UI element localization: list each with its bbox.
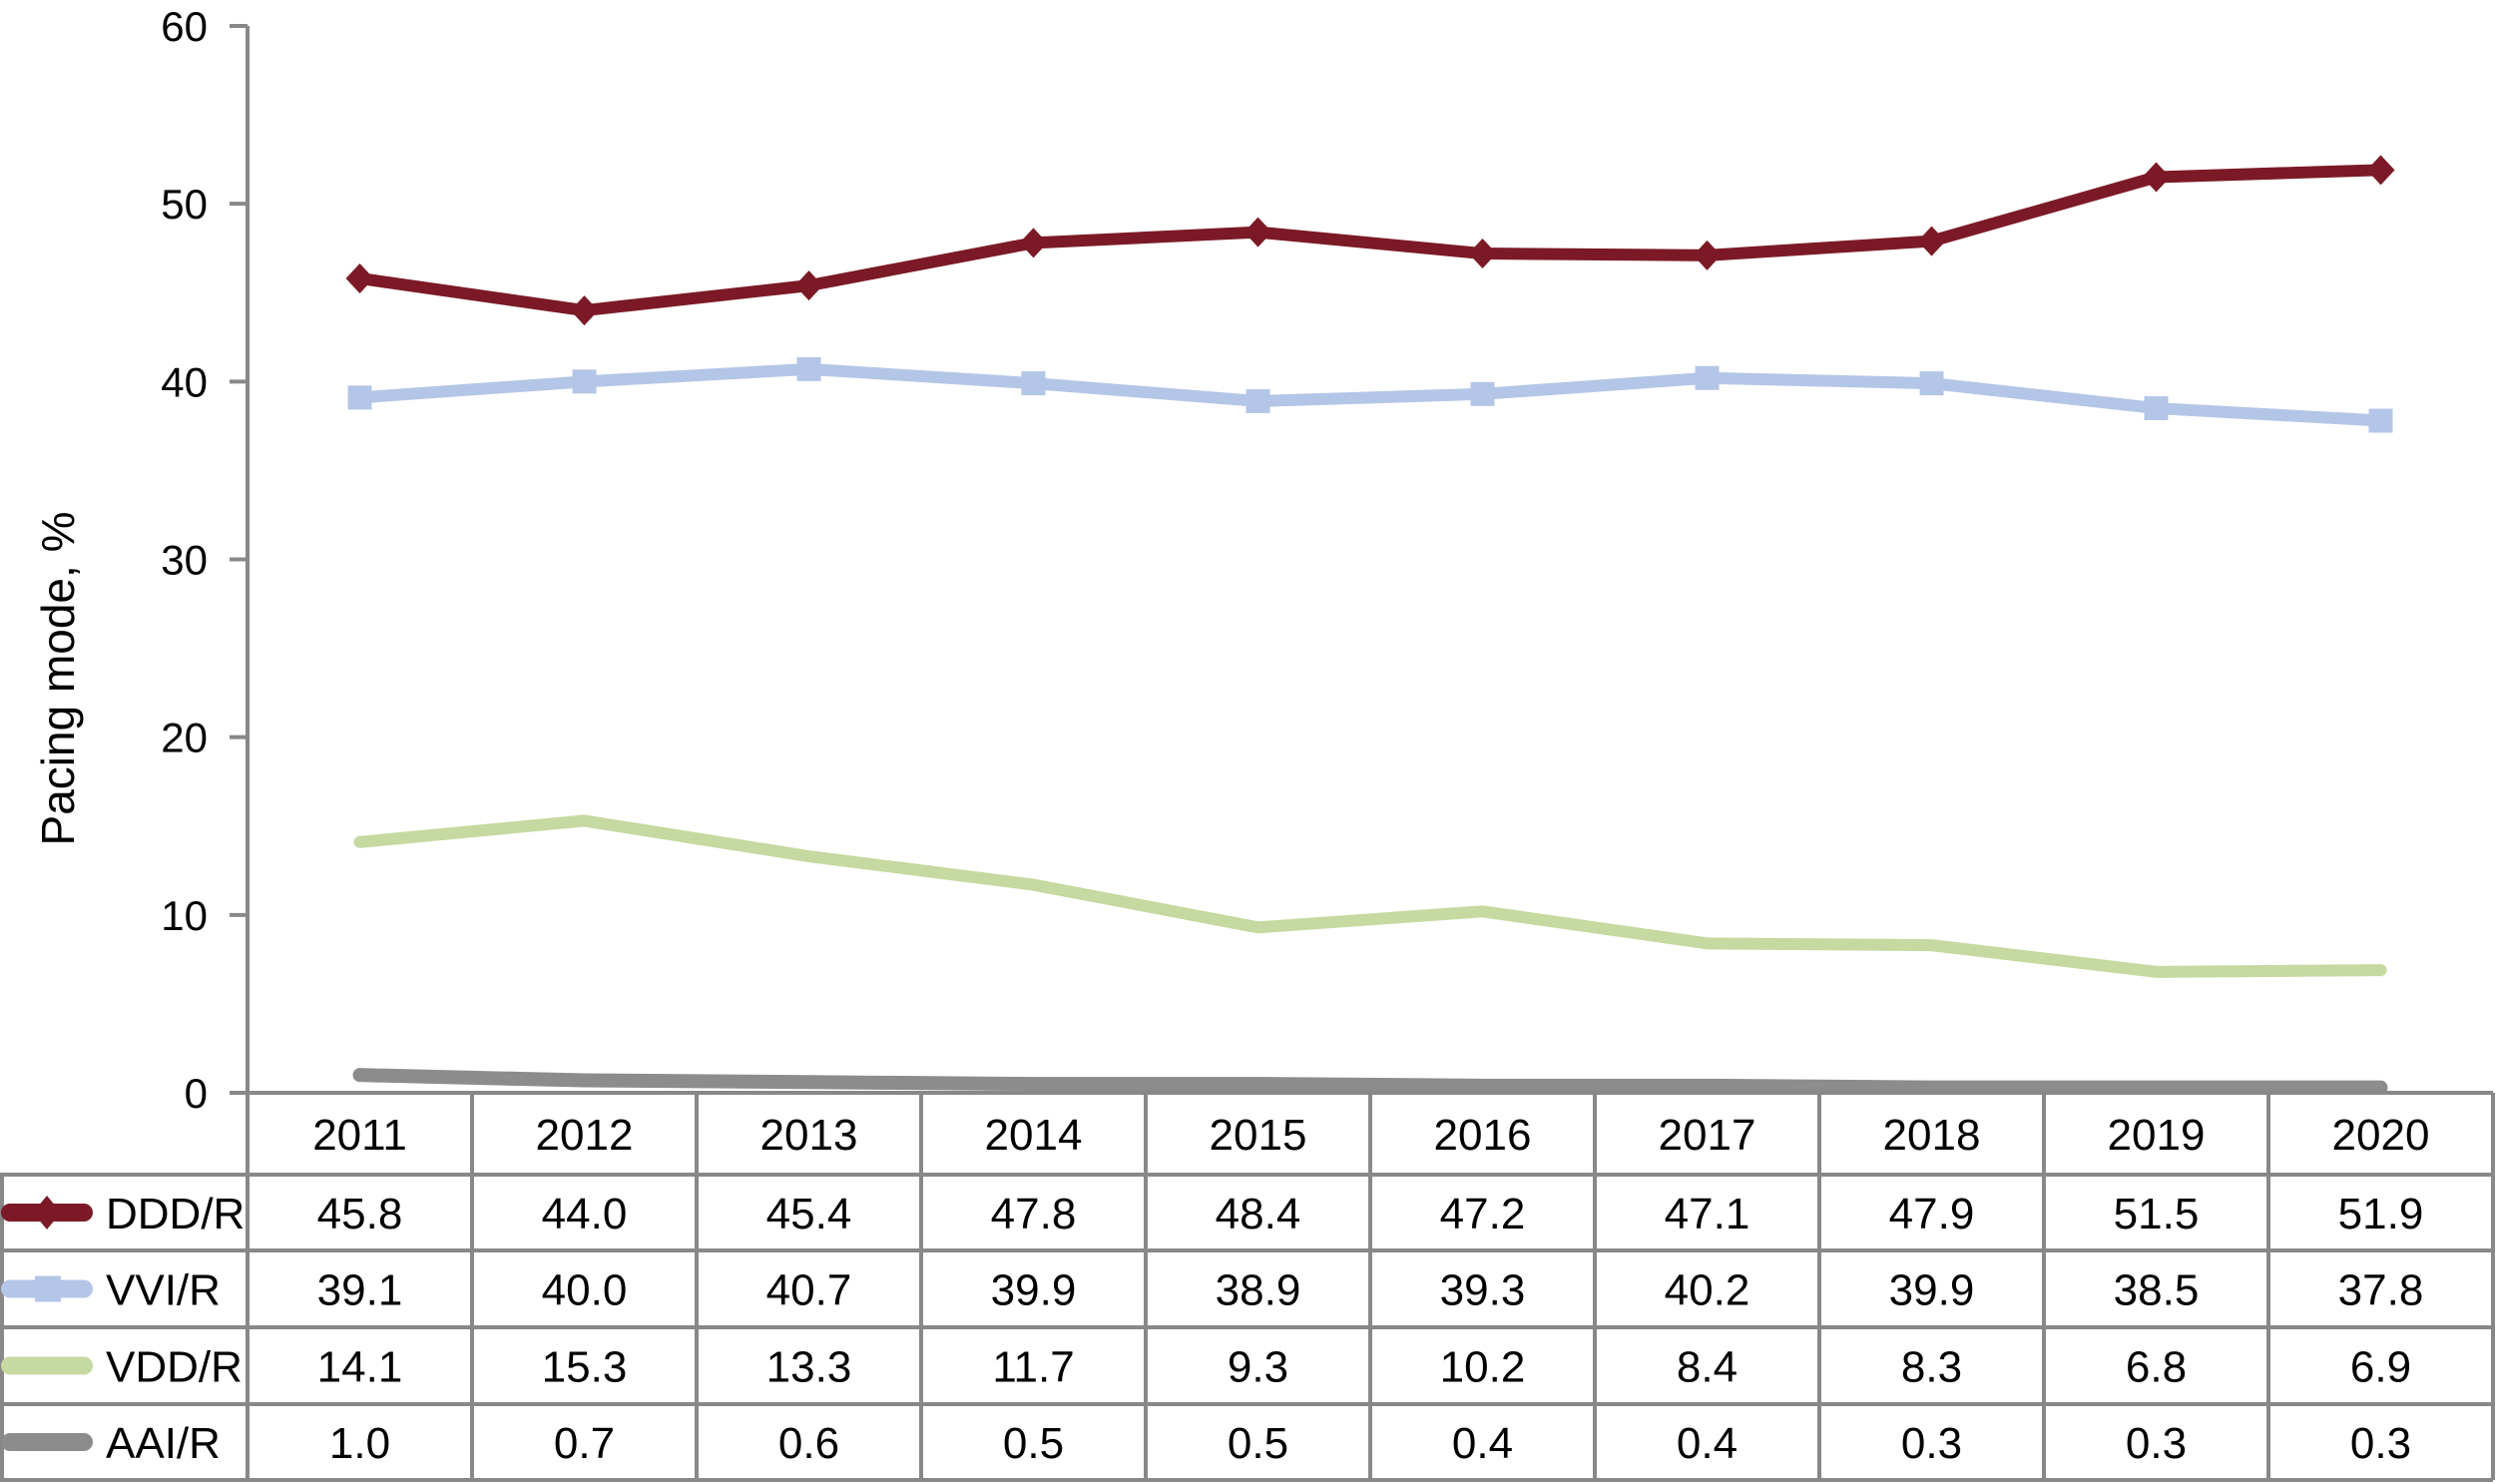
table-value: 0.5 bbox=[1228, 1419, 1288, 1468]
x-category-label: 2017 bbox=[1659, 1111, 1756, 1160]
legend-label: VVI/R bbox=[106, 1266, 221, 1315]
table-value: 0.5 bbox=[1003, 1419, 1064, 1468]
legend-diamond-icon bbox=[33, 1196, 61, 1230]
data-point-marker bbox=[1917, 226, 1946, 256]
table-value: 51.9 bbox=[2338, 1190, 2424, 1238]
series-line-vdd-r bbox=[353, 814, 2387, 978]
legend-label: AAI/R bbox=[106, 1419, 221, 1468]
data-point-marker bbox=[794, 270, 823, 301]
data-point-marker bbox=[1244, 217, 1272, 247]
table-value: 13.3 bbox=[766, 1343, 852, 1392]
data-point-marker bbox=[345, 262, 374, 293]
x-category-label: 2011 bbox=[312, 1111, 407, 1160]
x-category-label: 2016 bbox=[1434, 1111, 1532, 1160]
data-point-marker bbox=[1246, 388, 1270, 413]
data-point-marker bbox=[2366, 155, 2395, 186]
table-value: 47.2 bbox=[1440, 1190, 1526, 1238]
legend-square-icon bbox=[35, 1275, 61, 1302]
table-value: 51.5 bbox=[2114, 1190, 2200, 1238]
table-value: 48.4 bbox=[1216, 1190, 1301, 1238]
x-category-label: 2013 bbox=[760, 1111, 858, 1160]
table-value: 38.9 bbox=[1216, 1266, 1301, 1315]
data-point-marker bbox=[1693, 240, 1722, 270]
data-point-marker bbox=[570, 295, 599, 326]
table-value: 0.3 bbox=[2350, 1419, 2411, 1468]
table-value: 9.3 bbox=[1228, 1343, 1288, 1392]
x-category-label: 2019 bbox=[2108, 1111, 2206, 1160]
data-point-marker bbox=[1470, 381, 1495, 406]
table-value: 47.9 bbox=[1889, 1190, 1975, 1238]
series-line-ddd-r bbox=[353, 164, 2387, 317]
x-category-label: 2014 bbox=[985, 1111, 1083, 1160]
table-value: 45.8 bbox=[317, 1190, 403, 1238]
data-table: 2011 2012 2013 2014 2015 2016 2017 2018 2019 2020… bbox=[0, 1093, 2495, 1482]
table-value: 8.4 bbox=[1677, 1343, 1738, 1392]
data-point-marker bbox=[2368, 408, 2393, 433]
series-line-aai-r bbox=[352, 1068, 2388, 1095]
data-point-marker bbox=[2142, 162, 2171, 193]
table-value: 10.2 bbox=[1440, 1343, 1526, 1392]
table-value: 45.4 bbox=[766, 1190, 852, 1238]
table-value: 0.4 bbox=[1677, 1419, 1738, 1468]
data-point-marker bbox=[2144, 396, 2169, 421]
table-value: 47.1 bbox=[1665, 1190, 1750, 1238]
series-line-vvi-r bbox=[353, 362, 2387, 427]
table-value: 6.9 bbox=[2350, 1343, 2411, 1392]
legend-label: DDD/R bbox=[106, 1190, 245, 1238]
x-category-label: 2015 bbox=[1210, 1111, 1307, 1160]
table-value: 6.8 bbox=[2126, 1343, 2187, 1392]
table-value: 40.2 bbox=[1665, 1266, 1750, 1315]
table-value: 0.6 bbox=[778, 1419, 839, 1468]
table-value: 39.3 bbox=[1440, 1266, 1526, 1315]
table-value: 8.3 bbox=[1901, 1343, 1962, 1392]
table-value: 47.8 bbox=[991, 1190, 1077, 1238]
y-tick-label: 10 bbox=[161, 892, 208, 939]
data-point-marker bbox=[572, 369, 597, 394]
table-value: 0.4 bbox=[1452, 1419, 1513, 1468]
data-point-marker bbox=[1919, 371, 1944, 396]
data-point-marker bbox=[1695, 365, 1720, 390]
table-value: 39.9 bbox=[991, 1266, 1077, 1315]
x-category-label: 2018 bbox=[1883, 1111, 1981, 1160]
data-point-marker bbox=[1468, 239, 1497, 269]
table-value: 14.1 bbox=[317, 1343, 403, 1392]
x-category-label: 2012 bbox=[536, 1111, 634, 1160]
y-tick-label: 40 bbox=[161, 358, 208, 405]
table-value: 38.5 bbox=[2114, 1266, 2200, 1315]
y-tick-label: 0 bbox=[185, 1070, 208, 1117]
table-value: 11.7 bbox=[992, 1343, 1074, 1392]
y-tick-label: 50 bbox=[161, 181, 208, 228]
y-axis-label: Pacing mode, % bbox=[32, 512, 84, 846]
data-point-marker bbox=[1019, 228, 1048, 258]
data-point-marker bbox=[1021, 371, 1046, 396]
y-tick-label: 60 bbox=[161, 3, 208, 50]
table-value: 39.1 bbox=[317, 1266, 403, 1315]
y-tick-label: 20 bbox=[161, 715, 208, 761]
table-value: 0.3 bbox=[1901, 1419, 1962, 1468]
table-value: 37.8 bbox=[2338, 1266, 2424, 1315]
table-value: 15.3 bbox=[542, 1343, 628, 1392]
table-value: 0.7 bbox=[554, 1419, 615, 1468]
table-value: 40.7 bbox=[766, 1266, 852, 1315]
data-point-marker bbox=[347, 385, 372, 410]
x-category-label: 2020 bbox=[2332, 1111, 2430, 1160]
table-value: 40.0 bbox=[542, 1266, 628, 1315]
y-tick-label: 30 bbox=[161, 537, 208, 584]
table-value: 0.3 bbox=[2126, 1419, 2187, 1468]
table-value: 1.0 bbox=[329, 1419, 390, 1468]
data-point-marker bbox=[796, 356, 821, 381]
table-value: 39.9 bbox=[1889, 1266, 1975, 1315]
legend-label: VDD/R bbox=[106, 1343, 243, 1392]
table-value: 44.0 bbox=[542, 1190, 628, 1238]
